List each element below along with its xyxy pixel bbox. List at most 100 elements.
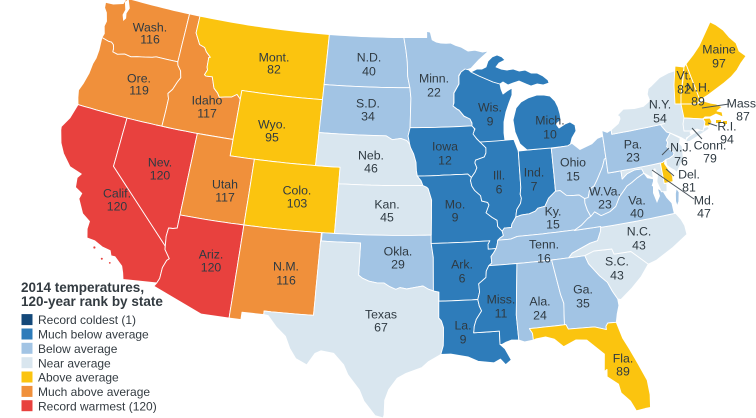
svg-text:22: 22 bbox=[427, 86, 441, 100]
svg-text:Ala.: Ala. bbox=[529, 295, 550, 309]
svg-text:10: 10 bbox=[543, 128, 557, 142]
svg-text:81: 81 bbox=[682, 181, 696, 195]
svg-text:Wyo.: Wyo. bbox=[258, 118, 286, 132]
svg-text:Ky.: Ky. bbox=[545, 205, 562, 219]
svg-text:Calif.: Calif. bbox=[103, 187, 131, 201]
svg-text:40: 40 bbox=[630, 207, 644, 221]
svg-text:Ariz.: Ariz. bbox=[199, 248, 224, 262]
svg-text:120: 120 bbox=[201, 261, 222, 275]
svg-text:Iowa: Iowa bbox=[432, 140, 458, 154]
svg-text:9: 9 bbox=[460, 333, 467, 347]
svg-text:Below average: Below average bbox=[38, 342, 118, 356]
svg-text:Minn.: Minn. bbox=[419, 72, 449, 86]
svg-text:N.M.: N.M. bbox=[273, 260, 299, 274]
svg-text:76: 76 bbox=[674, 155, 688, 169]
svg-text:Wis.: Wis. bbox=[478, 101, 502, 115]
svg-text:117: 117 bbox=[215, 191, 235, 205]
svg-text:11: 11 bbox=[495, 307, 508, 321]
svg-text:120-year rank by state: 120-year rank by state bbox=[21, 294, 163, 309]
svg-text:N.J.: N.J. bbox=[670, 141, 692, 155]
svg-text:45: 45 bbox=[380, 211, 394, 225]
svg-text:120: 120 bbox=[150, 169, 171, 183]
svg-text:Pa.: Pa. bbox=[624, 138, 642, 152]
svg-text:47: 47 bbox=[697, 207, 711, 221]
svg-text:Okla.: Okla. bbox=[384, 245, 413, 259]
svg-text:6: 6 bbox=[496, 183, 503, 197]
svg-text:Conn.: Conn. bbox=[694, 139, 727, 153]
svg-text:Mich.: Mich. bbox=[535, 114, 564, 128]
svg-text:Vt.: Vt. bbox=[676, 69, 691, 83]
svg-text:116: 116 bbox=[140, 33, 160, 47]
svg-text:R.I.: R.I. bbox=[717, 120, 736, 134]
svg-text:Record warmest (120): Record warmest (120) bbox=[38, 399, 157, 413]
svg-text:119: 119 bbox=[129, 84, 149, 98]
svg-text:6: 6 bbox=[459, 272, 466, 286]
svg-text:N.C.: N.C. bbox=[627, 225, 652, 239]
svg-text:117: 117 bbox=[197, 107, 217, 121]
svg-text:Ark.: Ark. bbox=[451, 258, 473, 272]
svg-text:Mass.: Mass. bbox=[727, 97, 756, 111]
svg-text:Colo.: Colo. bbox=[283, 184, 312, 198]
svg-text:Idaho: Idaho bbox=[192, 94, 223, 108]
svg-text:Texas: Texas bbox=[365, 308, 397, 322]
svg-text:La.: La. bbox=[454, 319, 471, 333]
svg-text:23: 23 bbox=[626, 151, 640, 165]
svg-text:54: 54 bbox=[653, 112, 667, 126]
svg-text:Mont.: Mont. bbox=[259, 51, 290, 65]
svg-text:87: 87 bbox=[736, 110, 750, 124]
svg-text:N.H.: N.H. bbox=[686, 81, 711, 95]
svg-text:Much below average: Much below average bbox=[38, 328, 149, 342]
svg-text:23: 23 bbox=[598, 198, 612, 212]
svg-text:16: 16 bbox=[537, 252, 551, 266]
svg-text:12: 12 bbox=[438, 154, 452, 168]
svg-text:S.D.: S.D. bbox=[356, 97, 380, 111]
svg-text:116: 116 bbox=[276, 274, 296, 288]
svg-text:Nev.: Nev. bbox=[148, 156, 172, 170]
svg-text:Mo.: Mo. bbox=[445, 198, 466, 212]
svg-text:95: 95 bbox=[265, 131, 279, 145]
svg-text:Md.: Md. bbox=[694, 194, 715, 208]
svg-text:9: 9 bbox=[487, 115, 494, 129]
svg-text:Miss.: Miss. bbox=[487, 293, 516, 307]
svg-text:Wash.: Wash. bbox=[133, 21, 167, 35]
svg-text:2014 temperatures,: 2014 temperatures, bbox=[21, 280, 144, 295]
svg-text:N.D.: N.D. bbox=[357, 51, 382, 65]
svg-text:Ill.: Ill. bbox=[493, 169, 505, 183]
svg-text:W.Va.: W.Va. bbox=[589, 185, 621, 199]
svg-text:46: 46 bbox=[364, 162, 378, 176]
svg-text:103: 103 bbox=[287, 197, 308, 211]
svg-text:15: 15 bbox=[546, 218, 560, 232]
svg-text:Fla.: Fla. bbox=[613, 352, 634, 366]
svg-text:43: 43 bbox=[610, 269, 624, 283]
svg-text:Above average: Above average bbox=[38, 371, 119, 385]
svg-text:67: 67 bbox=[374, 321, 388, 335]
svg-text:24: 24 bbox=[533, 309, 547, 323]
svg-text:9: 9 bbox=[452, 211, 459, 225]
svg-text:120: 120 bbox=[107, 200, 128, 214]
svg-text:Tenn.: Tenn. bbox=[529, 238, 559, 252]
svg-text:29: 29 bbox=[391, 258, 405, 272]
svg-text:Del.: Del. bbox=[678, 168, 700, 182]
svg-text:15: 15 bbox=[566, 170, 580, 184]
svg-text:40: 40 bbox=[362, 65, 376, 79]
svg-text:Ohio: Ohio bbox=[560, 156, 586, 170]
svg-text:7: 7 bbox=[531, 180, 538, 194]
svg-text:34: 34 bbox=[361, 110, 375, 124]
svg-text:Utah: Utah bbox=[212, 178, 238, 192]
svg-text:Ga.: Ga. bbox=[573, 283, 593, 297]
svg-text:89: 89 bbox=[691, 95, 705, 109]
svg-text:79: 79 bbox=[703, 152, 717, 166]
svg-text:82: 82 bbox=[267, 63, 281, 77]
svg-text:89: 89 bbox=[616, 365, 630, 379]
svg-text:N.Y.: N.Y. bbox=[649, 98, 671, 112]
svg-text:Kan.: Kan. bbox=[374, 198, 399, 212]
svg-text:Much above average: Much above average bbox=[38, 385, 150, 399]
svg-text:Record coldest (1): Record coldest (1) bbox=[38, 313, 136, 327]
svg-text:S.C.: S.C. bbox=[605, 255, 629, 269]
svg-text:Ind.: Ind. bbox=[524, 166, 545, 180]
svg-text:Near average: Near average bbox=[38, 356, 111, 370]
svg-text:Neb.: Neb. bbox=[358, 149, 384, 163]
svg-text:Ore.: Ore. bbox=[127, 72, 151, 86]
svg-text:Va.: Va. bbox=[628, 194, 646, 208]
svg-text:82: 82 bbox=[677, 83, 691, 97]
